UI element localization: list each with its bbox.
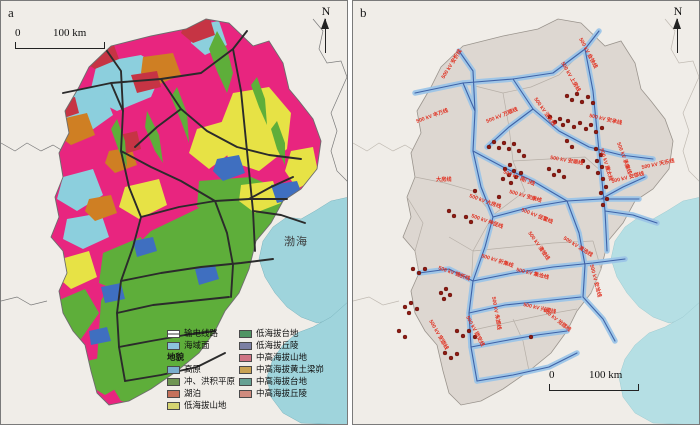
legend-item-low-hill: 低海拔丘陵 — [239, 340, 324, 351]
north-shaft-a — [325, 19, 326, 53]
scale-a-max: 100 km — [53, 27, 87, 39]
scale-b-zero: 0 — [549, 369, 555, 381]
legend-item-plateau: 高原 — [167, 364, 235, 375]
panel-b-disaster-points-map: 500 kV 安忻线 500 kV 丰万线 500 kV 万顺线 500 kV 活太线… — [352, 0, 700, 425]
scale-bar-a: 0 100 km — [15, 27, 105, 49]
low-mountain-swatch-icon — [167, 401, 180, 410]
legend-a-label-11: 中高海拔台地 — [256, 376, 308, 386]
transmission-lines-b — [414, 30, 658, 382]
north-head-icon-a — [321, 18, 329, 29]
legend-item-sea-area: 海域面 — [167, 340, 235, 351]
panel-a-geomorphology-map: a N 0 100 km 渤海 输电线路 — [0, 0, 348, 425]
legend-item-midhigh-platform: 中高海拔台地 — [239, 376, 324, 387]
loess-ridge-swatch-icon — [239, 365, 253, 374]
scale-a-bar — [15, 42, 105, 49]
sea-polygon-a2 — [266, 302, 347, 424]
north-label-a: N — [321, 4, 331, 18]
sea-polygon-b2 — [618, 302, 699, 424]
legend-a-heading-geomorphology: 地貌 — [167, 352, 185, 362]
legend-item-lake: 湖泊 — [167, 388, 235, 399]
legend-item-loess-ridge: 中高海拔黄土梁峁 — [239, 364, 324, 375]
scale-b-bar — [549, 384, 639, 391]
legend-a-label-1: 海域面 — [184, 340, 210, 350]
legend-panel-a: 输电线路 海域面 地貌 高原 冲、洪积平原 — [167, 328, 347, 411]
sea-label-a: 渤海 — [284, 236, 308, 248]
midhigh-platform-swatch-icon — [239, 377, 253, 386]
legend-a-label-4: 冲、洪积平原 — [184, 376, 236, 386]
transmission-line-swatch-icon — [167, 329, 180, 338]
scale-bar-b: 0 100 km — [549, 369, 639, 391]
legend-a-column-1: 输电线路 海域面 地貌 高原 冲、洪积平原 — [167, 328, 235, 411]
legend-a-label-7: 低海拔台地 — [256, 328, 299, 338]
low-platform-swatch-icon — [239, 329, 253, 338]
legend-a-label-10: 中高海拔黄土梁峁 — [256, 364, 325, 374]
legend-a-label-3: 高原 — [184, 364, 202, 374]
legend-item-midhigh-mountain: 中高海拔山地 — [239, 352, 324, 363]
panel-a-map-graphic — [1, 1, 347, 424]
legend-item-low-platform: 低海拔台地 — [239, 328, 324, 339]
sea-area-swatch-icon — [167, 341, 180, 350]
disaster-points-b — [396, 91, 610, 361]
legend-item-low-mountain: 低海拔山地 — [167, 400, 235, 411]
north-shaft-b — [677, 19, 678, 53]
north-arrow-b: N — [667, 5, 689, 55]
legend-a-label-6: 低海拔山地 — [184, 400, 227, 410]
plateau-swatch-icon — [167, 365, 180, 374]
legend-item-transmission-line: 输电线路 — [167, 328, 235, 339]
legend-a-column-2: 低海拔台地 低海拔丘陵 中高海拔山地 中高海拔黄土梁峁 — [239, 328, 324, 411]
alluvial-plain-swatch-icon — [167, 377, 180, 386]
scale-b-max: 100 km — [589, 369, 623, 381]
north-label-b: N — [673, 4, 683, 18]
midhigh-hill-swatch-icon — [239, 389, 253, 398]
legend-a-label-12: 中高海拔丘陵 — [256, 388, 308, 398]
low-hill-swatch-icon — [239, 341, 253, 350]
panel-b-label: b — [360, 5, 367, 20]
transmission-lines-a — [62, 30, 306, 382]
midhigh-mountain-swatch-icon — [239, 353, 253, 362]
legend-a-label-5: 湖泊 — [184, 388, 202, 398]
lake-swatch-icon — [167, 389, 180, 398]
transmission-line-label: 大房线 — [436, 175, 452, 183]
legend-item-alluvial-plain: 冲、洪积平原 — [167, 376, 235, 387]
north-head-icon-b — [673, 18, 681, 29]
legend-item-midhigh-hill: 中高海拔丘陵 — [239, 388, 324, 399]
legend-a-label-8: 低海拔丘陵 — [256, 340, 299, 350]
study-area-boundary-a — [50, 18, 322, 406]
legend-a-label-9: 中高海拔山地 — [256, 352, 308, 362]
scale-a-zero: 0 — [15, 27, 21, 39]
north-arrow-a: N — [315, 5, 337, 55]
panel-a-label: a — [8, 5, 14, 20]
legend-a-label-0: 输电线路 — [184, 328, 219, 338]
